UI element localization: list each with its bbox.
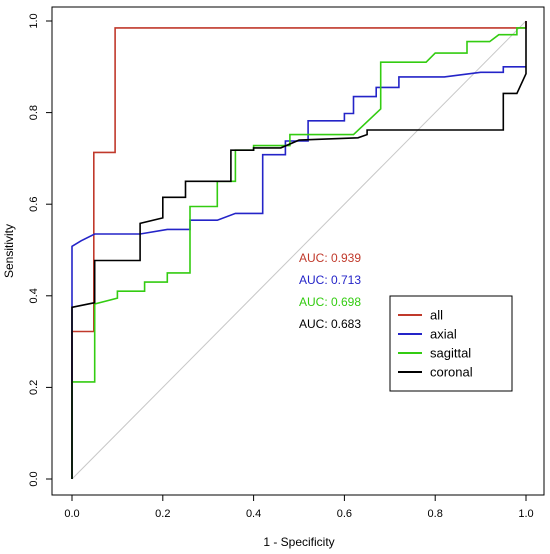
y-axis: 0.0 0.2 0.4 0.6 0.8 1.0 xyxy=(28,13,52,487)
reference-diagonal-line xyxy=(71,20,527,480)
series-line-axial xyxy=(71,66,526,479)
x-tick-label: 0.2 xyxy=(155,508,170,520)
y-tick-label: 0.2 xyxy=(28,380,40,395)
legend: all axial sagittal coronal xyxy=(389,295,513,392)
legend-box xyxy=(389,295,513,392)
legend-label-coronal: coronal xyxy=(430,365,473,380)
x-axis-title: 1 - Specificity xyxy=(263,535,334,549)
auc-label-all: AUC: 0.939 xyxy=(299,251,361,265)
x-axis: 0.0 0.2 0.4 0.6 0.8 1.0 xyxy=(64,495,534,520)
x-tick-label: 0.0 xyxy=(64,508,79,520)
series-line-coronal xyxy=(71,21,527,479)
series-line-all xyxy=(71,21,527,479)
auc-annotations: AUC: 0.939 AUC: 0.713 AUC: 0.698 AUC: 0.683 xyxy=(299,251,361,331)
x-tick-label: 0.6 xyxy=(337,508,352,520)
series-lines xyxy=(71,21,527,479)
y-tick-label: 0.4 xyxy=(28,288,40,303)
x-tick-label: 0.4 xyxy=(246,508,261,520)
y-tick-label: 1.0 xyxy=(28,13,40,28)
auc-label-axial: AUC: 0.713 xyxy=(299,273,361,287)
x-tick-label: 0.8 xyxy=(428,508,443,520)
plot-frame xyxy=(51,6,545,496)
legend-label-sagittal: sagittal xyxy=(430,346,471,361)
y-axis-title: Sensitivity xyxy=(2,224,16,278)
y-tick-label: 0.6 xyxy=(28,197,40,212)
legend-label-axial: axial xyxy=(430,327,457,342)
auc-label-sagittal: AUC: 0.698 xyxy=(299,295,361,309)
y-tick-label: 0.8 xyxy=(28,105,40,120)
y-tick-label: 0.0 xyxy=(28,471,40,486)
legend-label-all: all xyxy=(430,308,443,323)
auc-label-coronal: AUC: 0.683 xyxy=(299,317,361,331)
x-tick-label: 1.0 xyxy=(518,508,533,520)
